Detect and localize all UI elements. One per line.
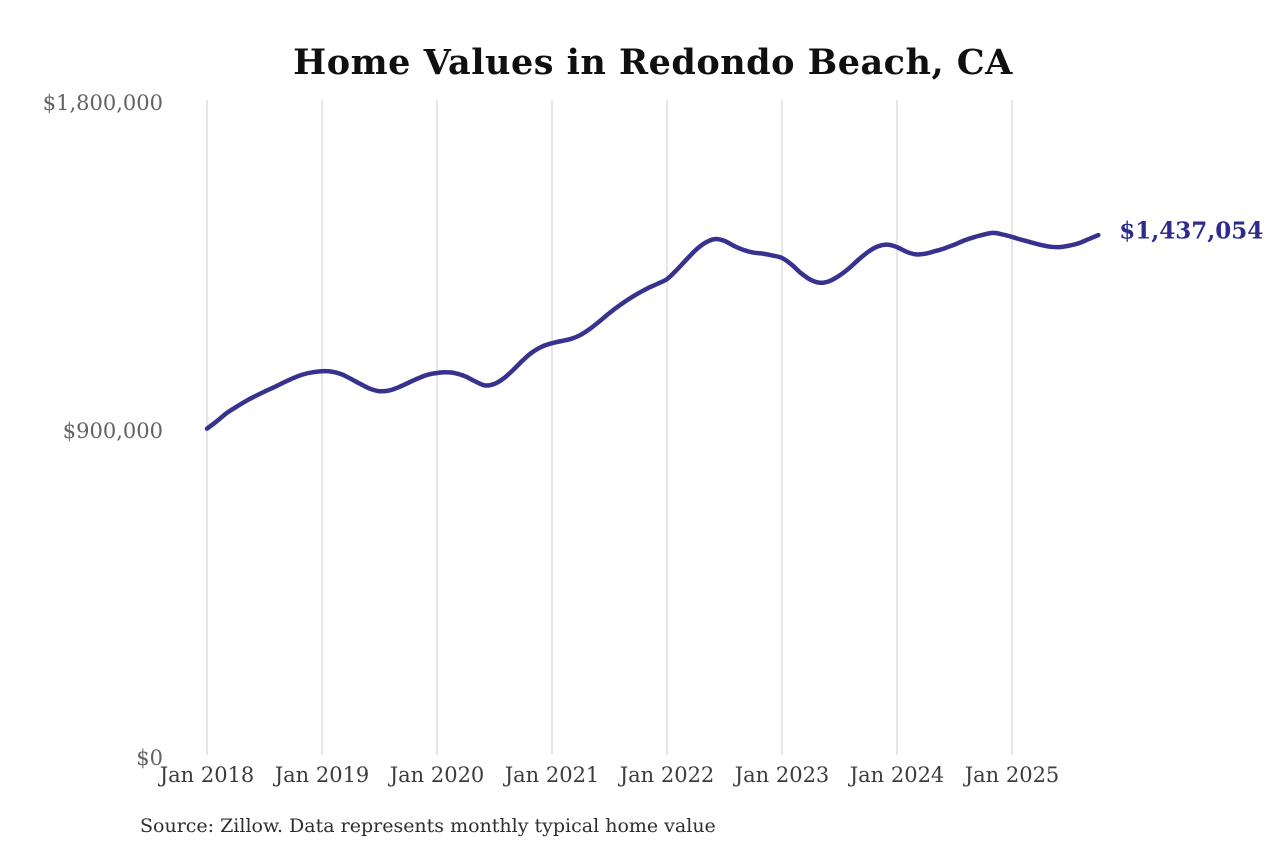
y-tick-label: $1,800,000 [42,91,163,115]
x-tick-label: Jan 2021 [504,763,600,787]
chart-title: Home Values in Redondo Beach, CA [293,42,1013,83]
x-tick-label: Jan 2023 [734,763,830,787]
home-value-line [204,230,1101,431]
source-note: Source: Zillow. Data represents monthly … [140,815,716,837]
y-tick-label: $900,000 [62,419,163,443]
x-tick-label: Jan 2019 [274,763,370,787]
y-tick-label: $0 [136,746,163,770]
x-tick-label: Jan 2020 [389,763,485,787]
x-tick-label: Jan 2022 [619,763,715,787]
x-tick-label: Jan 2025 [964,763,1060,787]
x-tick-label: Jan 2018 [159,763,255,787]
latest-value-label: $1,437,054 [1119,217,1264,245]
x-tick-label: Jan 2024 [849,763,945,787]
